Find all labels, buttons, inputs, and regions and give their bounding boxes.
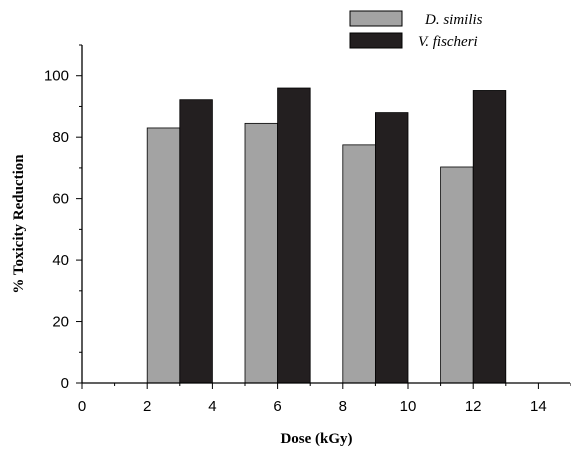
bar-d-similis-12	[440, 166, 474, 384]
bar-d-similis-3	[146, 127, 181, 384]
bar-v-fischeri-6	[277, 87, 311, 384]
y-tick-label-20: 20	[52, 314, 69, 331]
bar-v-fischeri-9	[374, 112, 409, 384]
x-tick-label-2: 2	[143, 398, 151, 415]
x-tick-label-10: 10	[400, 398, 417, 415]
x-tick-label-12: 12	[465, 398, 482, 415]
x-tick-label-4: 4	[208, 398, 216, 415]
bar-d-similis-9	[342, 144, 376, 384]
bar-v-fischeri-12	[472, 90, 507, 384]
legend-swatch-v-fischeri	[349, 32, 403, 49]
y-tick-label-80: 80	[52, 129, 69, 146]
y-tick-label-60: 60	[52, 191, 69, 208]
axes-group	[81, 45, 570, 384]
bars-group	[146, 87, 507, 384]
x-axis-title: Dose (kGy)	[280, 431, 352, 447]
bar-v-fischeri-3	[179, 99, 213, 384]
bar-d-similis-6	[244, 122, 278, 384]
x-tick-label-6: 6	[273, 398, 281, 415]
legend: D. similis V. fischeri	[349, 10, 483, 50]
x-tick-label-0: 0	[78, 398, 86, 415]
x-tick-label-8: 8	[339, 398, 347, 415]
x-tick-label-14: 14	[530, 398, 547, 415]
y-axis-title: % Toxicity Reduction	[11, 154, 27, 294]
y-tick-label-0: 0	[61, 375, 69, 392]
y-tick-label-100: 100	[44, 68, 69, 85]
y-tick-label-40: 40	[52, 252, 69, 269]
legend-label-d-similis: D. similis	[424, 12, 483, 28]
ticks-group: 0 2 4 6 8 10 12 14 0 20 40 60 80 100	[44, 44, 571, 415]
legend-swatch-d-similis	[349, 10, 403, 27]
legend-label-v-fischeri: V. fischeri	[418, 34, 478, 50]
